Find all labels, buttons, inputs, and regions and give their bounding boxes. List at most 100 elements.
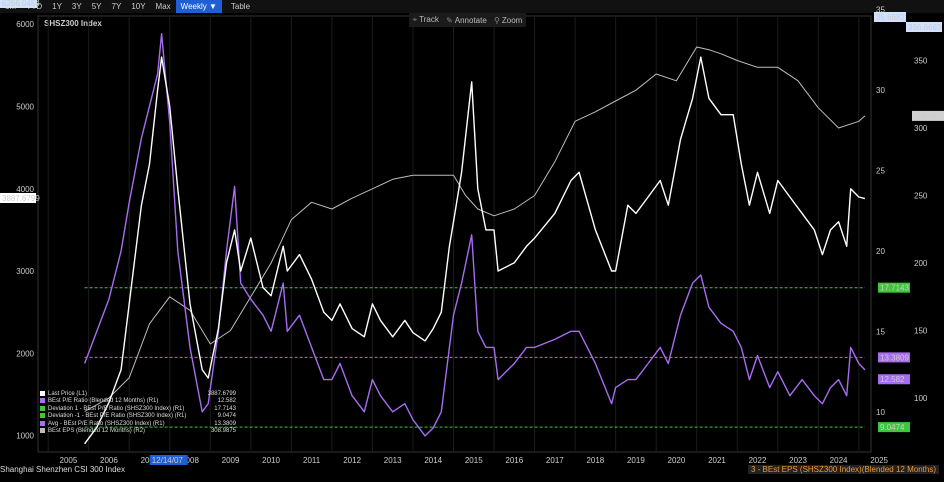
legend-text: Last Price (L1) bbox=[48, 391, 88, 398]
series-line-last-price bbox=[84, 56, 866, 445]
left-axis-tick: 6000 bbox=[16, 20, 34, 29]
track-button[interactable]: ⌖ Track bbox=[412, 15, 439, 24]
dev-minus-label-bg bbox=[878, 422, 910, 433]
legend-swatch bbox=[40, 391, 45, 396]
pe-axis-top-label: 35.6682 bbox=[876, 13, 905, 22]
legend-value: 3887.6799 bbox=[207, 391, 236, 397]
x-tick-label: 2024 bbox=[830, 456, 848, 465]
table-button[interactable]: Table bbox=[230, 2, 251, 11]
legend-swatch bbox=[40, 428, 45, 434]
legend-swatch bbox=[40, 405, 45, 411]
left-axis-top-label-bg bbox=[0, 0, 37, 8]
x-tick-label: 2009 bbox=[222, 456, 240, 465]
x-tick-label: 2011 bbox=[303, 456, 321, 465]
zoom-button[interactable]: ⚲ Zoom bbox=[494, 15, 523, 25]
legend-swatch bbox=[40, 398, 45, 404]
frequency-dropdown[interactable]: Weekly ▼ bbox=[175, 0, 222, 13]
last-price-label: 3887.6799 bbox=[2, 194, 40, 203]
cursor-date-label: 12/14/07 bbox=[152, 456, 184, 465]
legend-swatch bbox=[40, 420, 45, 426]
footer-security-name: Shanghai Shenzhen CSI 300 Index bbox=[0, 465, 125, 474]
pe-axis-tick: 35 bbox=[876, 6, 885, 15]
x-tick-label: 2015 bbox=[465, 456, 483, 465]
eps-last-label-bg bbox=[912, 110, 944, 121]
chart-title: SHSZ300 Index bbox=[44, 19, 102, 28]
legend-text: BEst P/E Ratio (Blended 12 Months) (R1) bbox=[48, 398, 159, 405]
left-axis-tick: 4000 bbox=[16, 185, 34, 194]
dev-minus-label: 9.0474 bbox=[880, 423, 905, 432]
eps-last-label: 308.9875 bbox=[914, 112, 944, 121]
eps-axis-top-label: 386.6663 bbox=[908, 23, 942, 32]
range-3y-button[interactable]: 3Y bbox=[71, 2, 82, 11]
plot-frame bbox=[37, 15, 872, 453]
legend-label: Deviation 1 - BEst P/E Ratio (SHSZ300 In… bbox=[40, 405, 185, 413]
crosshair-icon: ⌖ bbox=[412, 15, 418, 24]
toolbar: 6M YTD 1Y 3Y 5Y 7Y 10Y Max Weekly ▼ Tabl… bbox=[0, 0, 944, 13]
x-tick-label: 2017 bbox=[546, 456, 564, 465]
left-axis-tick: 5000 bbox=[16, 102, 34, 111]
pe-axis-tick: 15 bbox=[876, 327, 885, 336]
legend-value: 13.3809 bbox=[214, 420, 236, 427]
x-tick-label: 2020 bbox=[668, 456, 686, 465]
legend-row: Avg - BEst P/E Ratio (SHSZ300 Index) (R1… bbox=[40, 420, 236, 428]
legend-row: BEst P/E Ratio (Blended 12 Months) (R1) 1… bbox=[40, 398, 236, 405]
footer-series-tab[interactable]: 3 - BEst EPS (SHSZ300 Index)(Blended 12 … bbox=[748, 465, 939, 474]
x-tick-label: 2013 bbox=[384, 456, 402, 465]
cursor-date-label-bg bbox=[149, 455, 188, 465]
range-1y-button[interactable]: 1Y bbox=[52, 2, 62, 11]
range-5y-button[interactable]: 5Y bbox=[91, 2, 102, 11]
range-7y-button[interactable]: 7Y bbox=[111, 2, 122, 11]
pe-axis-tick: 10 bbox=[876, 408, 885, 417]
x-tick-label: 2023 bbox=[789, 456, 807, 465]
x-tick-label: 2016 bbox=[505, 456, 523, 465]
pencil-icon: ✎ bbox=[446, 15, 453, 25]
eps-axis-tick: 350 bbox=[914, 57, 928, 66]
range-max-button[interactable]: Max bbox=[155, 2, 171, 11]
eps-axis-tick: 200 bbox=[914, 259, 928, 268]
x-tick-label: 2012 bbox=[343, 456, 361, 465]
series-line-best-eps bbox=[84, 46, 866, 412]
avg-label: 13.3809 bbox=[880, 353, 909, 362]
legend-value: 308.9875 bbox=[210, 428, 236, 435]
magnifier-icon: ⚲ bbox=[494, 15, 500, 25]
range-10y-button[interactable]: 10Y bbox=[131, 2, 146, 11]
dev-plus-label-bg bbox=[878, 282, 910, 293]
legend-row: Deviation -1 - BEst P/E Ratio (SHSZ300 I… bbox=[40, 413, 236, 420]
x-tick-label: 2022 bbox=[749, 456, 767, 465]
pe-axis-tick: 20 bbox=[876, 247, 885, 256]
legend-text: Avg - BEst P/E Ratio (SHSZ300 Index) (R1… bbox=[48, 421, 165, 428]
legend-row: Last Price (L1) 3887.6799 bbox=[40, 391, 236, 398]
dev-plus-label: 17.7143 bbox=[880, 284, 909, 293]
x-tick-label: 2018 bbox=[586, 456, 604, 465]
x-tick-label: 2005 bbox=[60, 456, 78, 465]
legend-row: BEst EPS (Blended 12 Months) (R2) 308.987… bbox=[40, 428, 236, 435]
x-tick-label: 2006 bbox=[100, 456, 118, 465]
x-tick-label: 2008 bbox=[181, 456, 199, 465]
left-axis-top-label: 6266.0454 bbox=[2, 0, 40, 8]
pe-last-label-bg bbox=[878, 374, 910, 385]
legend-row: Deviation 1 - BEst P/E Ratio (SHSZ300 In… bbox=[40, 405, 236, 413]
legend-label: BEst P/E Ratio (Blended 12 Months) (R1) bbox=[40, 398, 158, 405]
x-tick-label: 2025 bbox=[870, 456, 888, 465]
eps-axis-tick: 100 bbox=[914, 394, 928, 403]
chart-legend: Last Price (L1) 3887.6799 BEst P/E Ratio (… bbox=[40, 391, 236, 436]
legend-value: 17.7143 bbox=[214, 405, 236, 412]
annotate-button[interactable]: ✎ Annotate bbox=[446, 15, 487, 25]
eps-axis-tick: 250 bbox=[914, 192, 928, 201]
left-axis-tick: 3000 bbox=[16, 267, 34, 276]
legend-label: Avg - BEst P/E Ratio (SHSZ300 Index) (R1… bbox=[40, 420, 165, 428]
eps-axis-tick: 150 bbox=[914, 327, 928, 336]
last-price-label-bg bbox=[0, 192, 36, 203]
eps-axis-top-label-bg bbox=[906, 22, 942, 32]
pe-last-label: 12.582 bbox=[880, 375, 905, 384]
legend-label: BEst EPS (Blended 12 Months) (R2) bbox=[40, 428, 145, 435]
series-line-best-p-e-ratio bbox=[83, 33, 866, 437]
x-tick-label: 2021 bbox=[708, 456, 726, 465]
left-axis-tick: 1000 bbox=[16, 432, 34, 441]
x-tick-label: 2010 bbox=[262, 456, 280, 465]
legend-text: Deviation -1 - BEst P/E Ratio (SHSZ300 I… bbox=[48, 413, 187, 420]
avg-label-bg bbox=[878, 352, 910, 363]
legend-text: Deviation 1 - BEst P/E Ratio (SHSZ300 In… bbox=[48, 406, 185, 413]
legend-label: Deviation -1 - BEst P/E Ratio (SHSZ300 I… bbox=[40, 413, 186, 420]
